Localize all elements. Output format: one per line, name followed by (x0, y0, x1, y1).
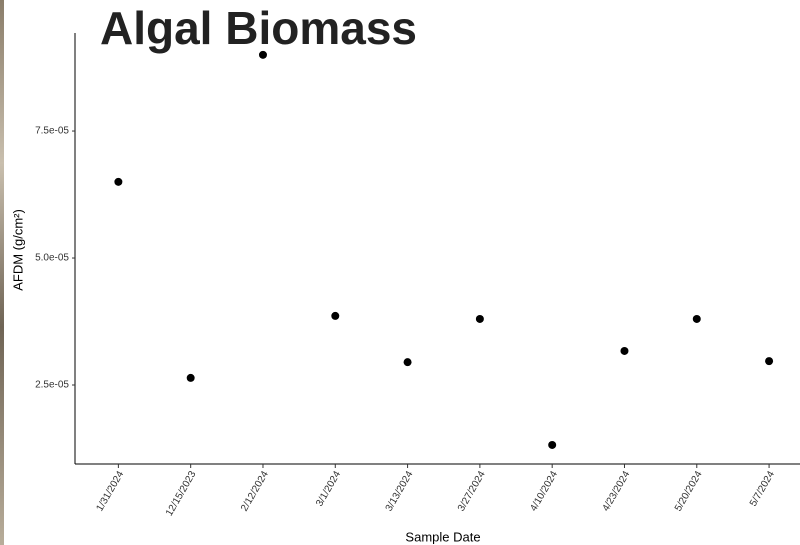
x-tick-label: 5/7/2024 (748, 469, 777, 509)
point (187, 374, 195, 382)
point (548, 441, 556, 449)
point (404, 358, 412, 366)
x-tick-label: 5/20/2024 (673, 469, 705, 513)
x-axis-label: Sample Date (405, 529, 480, 544)
x-tick-label: 3/27/2024 (456, 469, 488, 513)
chart: Algal Biomass Sample Date AFDM (g/cm²) 2… (0, 0, 800, 545)
point (620, 347, 628, 355)
x-tick-label: 4/23/2024 (601, 469, 633, 513)
x-tick-label: 1/31/2024 (94, 469, 126, 513)
x-tick-label: 3/13/2024 (384, 469, 416, 513)
chart-title: Algal Biomass (100, 2, 417, 54)
point (693, 315, 701, 323)
x-tick-label: 4/10/2024 (528, 469, 560, 513)
point (476, 315, 484, 323)
y-tick-label: 2.5e-05 (35, 380, 69, 391)
x-tick-label: 3/1/2024 (314, 469, 343, 509)
point (114, 178, 122, 186)
x-tick-label: 2/12/2024 (239, 469, 271, 513)
point (331, 312, 339, 320)
y-axis-label: AFDM (g/cm²) (10, 209, 25, 291)
y-tick-label: 5.0e-05 (35, 253, 69, 264)
x-tick-label: 12/15/2023 (164, 469, 199, 518)
point (259, 51, 267, 59)
y-tick-label: 7.5e-05 (35, 126, 69, 137)
photo-edge (0, 0, 4, 545)
point (765, 357, 773, 365)
